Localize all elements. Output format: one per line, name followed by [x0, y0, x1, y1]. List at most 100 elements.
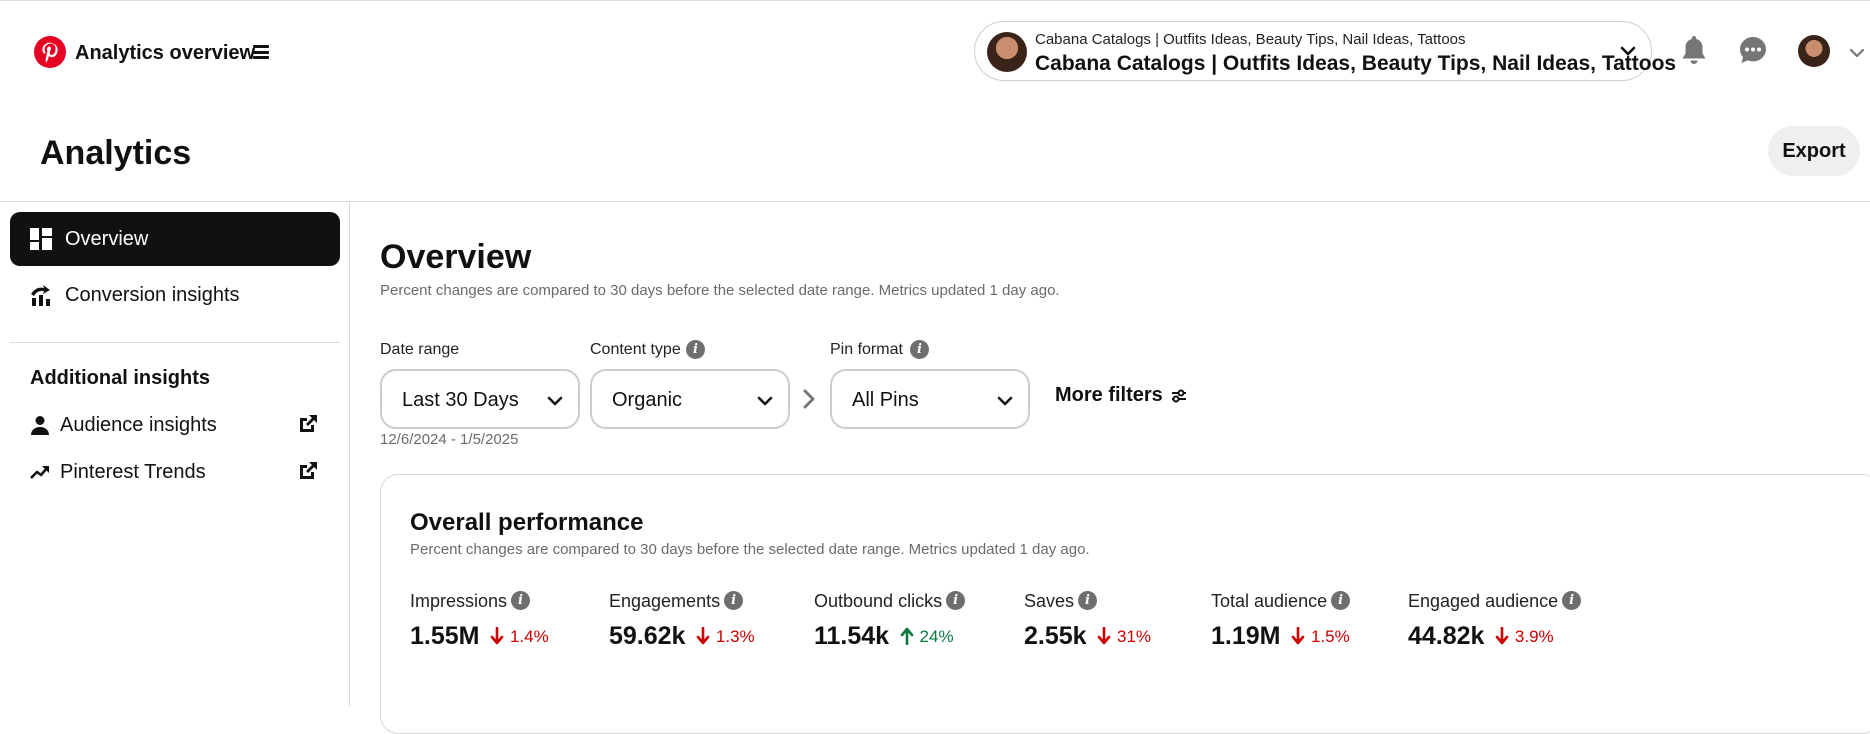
sidebar-item-audience-insights[interactable]: Audience insights: [10, 405, 340, 445]
metric-value: 44.82k: [1408, 622, 1485, 650]
divider: [10, 342, 340, 343]
pin-format-dropdown[interactable]: All Pins: [830, 369, 1030, 429]
overview-title: Overview: [380, 238, 532, 276]
metric-label: Saves: [1024, 591, 1075, 611]
metric-change-value: 31%: [1117, 626, 1152, 646]
metric-label: Total audience: [1211, 591, 1328, 611]
metric-total-audience[interactable]: Total audience i 1.19M 1.5%: [1211, 591, 1351, 651]
divider: [0, 201, 1870, 202]
metric-label: Engaged audience: [1408, 591, 1559, 611]
chevron-down-icon: [997, 396, 1013, 406]
metric-value: 2.55k: [1024, 622, 1087, 650]
metric-change-value: 3.9%: [1514, 626, 1554, 646]
date-range-dates: 12/6/2024 - 1/5/2025: [380, 431, 519, 448]
arrow-down-icon: [1097, 626, 1111, 644]
sidebar-item-overview[interactable]: Overview: [10, 212, 340, 266]
menu-icon[interactable]: [253, 45, 269, 59]
account-switcher[interactable]: Cabana Catalogs | Outfits Ideas, Beauty …: [974, 21, 1676, 81]
metric-change: 1.4%: [490, 626, 549, 646]
dashboard-icon: [30, 228, 52, 250]
sidebar-item-label: Pinterest Trends: [60, 461, 206, 483]
content-type-label: Content type: [590, 341, 681, 358]
metric-saves[interactable]: Saves i 2.55k 31%: [1024, 591, 1151, 651]
metric-value: 1.55M: [410, 622, 480, 650]
metric-change-value: 1.3%: [715, 626, 755, 646]
info-icon[interactable]: i: [511, 591, 531, 611]
performance-subtitle: Percent changes are compared to 30 days …: [410, 541, 1090, 558]
bell-icon[interactable]: [1680, 34, 1708, 66]
metric-change: 31%: [1097, 626, 1152, 646]
external-link-icon: [300, 462, 317, 479]
trend-icon: [30, 466, 49, 479]
date-range-value: Last 30 Days: [402, 389, 519, 411]
sidebar-item-pinterest-trends[interactable]: Pinterest Trends: [10, 452, 340, 492]
sidebar-item-label: Audience insights: [60, 414, 217, 436]
metric-label: Outbound clicks: [814, 591, 943, 611]
content-type-value: Organic: [612, 389, 683, 411]
metric-value: 1.19M: [1211, 622, 1281, 650]
metric-change-value: 1.5%: [1310, 626, 1350, 646]
metric-change-value: 24%: [919, 626, 954, 646]
info-icon[interactable]: i: [910, 340, 929, 359]
pin-format-label-wrap: Pin format i: [830, 340, 929, 359]
metric-label: Engagements: [609, 591, 721, 611]
info-icon[interactable]: i: [724, 591, 744, 611]
metric-value: 11.54k: [814, 622, 890, 650]
arrow-up-icon: [900, 627, 913, 645]
chevron-right-icon: [803, 389, 815, 409]
chevron-down-icon: [1620, 46, 1636, 56]
performance-title: Overall performance: [410, 509, 644, 536]
additional-insights-heading: Additional insights: [30, 367, 210, 389]
metric-change: 24%: [900, 627, 954, 646]
pin-format-label: Pin format: [830, 341, 903, 358]
metric-change: 3.9%: [1495, 626, 1554, 646]
sidebar-item-conversion-insights[interactable]: Conversion insights: [10, 268, 340, 322]
app-title: Analytics overview: [75, 42, 256, 64]
metric-change-value: 1.4%: [509, 626, 549, 646]
arrow-down-icon: [1495, 626, 1509, 644]
info-icon[interactable]: i: [1331, 591, 1351, 611]
arrow-down-icon: [1291, 626, 1305, 644]
more-filters-button[interactable]: More filters: [1055, 384, 1187, 407]
pinterest-logo-icon[interactable]: [34, 36, 66, 68]
page-title: Analytics: [40, 134, 192, 172]
metric-outbound-clicks[interactable]: Outbound clicks i 11.54k 24%: [814, 591, 966, 651]
person-icon: [31, 416, 49, 435]
sidebar-item-label: Overview: [65, 228, 149, 250]
account-small-label: Cabana Catalogs | Outfits Ideas, Beauty …: [1035, 31, 1466, 48]
metric-engagements[interactable]: Engagements i 59.62k 1.3%: [609, 591, 755, 651]
export-button[interactable]: Export: [1768, 126, 1860, 176]
sidebar-item-label: Conversion insights: [65, 284, 240, 306]
arrow-down-icon: [490, 626, 504, 644]
avatar[interactable]: [1798, 35, 1830, 67]
account-avatar: [987, 32, 1027, 72]
metric-impressions[interactable]: Impressions i 1.55M 1.4%: [410, 591, 549, 651]
chevron-down-icon: [547, 396, 563, 406]
external-link-icon: [300, 415, 317, 432]
arrow-down-icon: [696, 626, 710, 644]
metric-label: Impressions: [410, 591, 508, 611]
chevron-down-icon: [757, 396, 773, 406]
chat-icon[interactable]: [1738, 35, 1768, 65]
info-icon[interactable]: i: [686, 340, 705, 359]
divider: [349, 202, 350, 706]
overview-subtitle: Percent changes are compared to 30 days …: [380, 282, 1060, 299]
more-filters-label: More filters: [1055, 384, 1163, 406]
content-type-dropdown[interactable]: Organic: [590, 369, 790, 429]
info-icon[interactable]: i: [1078, 591, 1098, 611]
account-name: Cabana Catalogs | Outfits Ideas, Beauty …: [1035, 52, 1677, 75]
info-icon[interactable]: i: [946, 591, 966, 611]
date-range-dropdown[interactable]: Last 30 Days: [380, 369, 580, 429]
info-icon[interactable]: i: [1562, 591, 1582, 611]
top-bar: Analytics overview Cabana Catalogs | Out…: [0, 0, 1870, 101]
metric-change: 1.5%: [1291, 626, 1350, 646]
date-range-label: Date range: [380, 341, 460, 358]
metric-engaged-audience[interactable]: Engaged audience i 44.82k 3.9%: [1408, 591, 1582, 651]
pin-format-value: All Pins: [852, 389, 919, 411]
metric-change: 1.3%: [696, 626, 755, 646]
metric-value: 59.62k: [609, 622, 686, 650]
conversion-icon: [31, 285, 50, 306]
chevron-down-icon[interactable]: [1849, 45, 1865, 61]
content-type-label-wrap: Content type i: [590, 340, 705, 359]
sliders-icon: [1171, 389, 1186, 403]
